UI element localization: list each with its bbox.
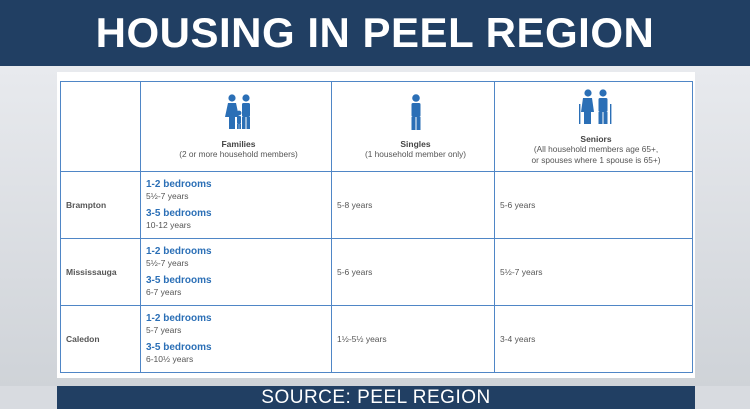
source-banner: SOURCE: PEEL REGION [57, 386, 695, 409]
singles-cell: 5-6 years [331, 238, 495, 306]
table-row: Brampton 1-2 bedrooms 5½-7 years 3-5 bed… [60, 171, 693, 239]
families-cell: 1-2 bedrooms 5½-7 years 3-5 bedrooms 6-7… [140, 238, 332, 306]
seniors-subtitle-line2: or spouses where 1 spouse is 65+) [531, 154, 661, 165]
bedroom-label: 3-5 bedrooms [146, 208, 212, 219]
seniors-cell: 5-6 years [494, 171, 693, 239]
singles-title: Singles [400, 139, 431, 149]
families-title: Families [221, 139, 256, 149]
wait-years: 5½-7 years [146, 191, 189, 201]
singles-cell: 5-8 years [331, 171, 495, 239]
source-label: SOURCE: PEEL REGION [261, 386, 491, 408]
city-label: Caledon [60, 305, 141, 373]
singles-subtitle: (1 household member only) [365, 149, 466, 159]
bedroom-label: 3-5 bedrooms [146, 275, 212, 286]
seniors-subtitle-line1: (All household members age 65+, [533, 143, 659, 154]
header-row: Families (2 or more household members) S… [60, 81, 693, 172]
bedroom-label: 1-2 bedrooms [146, 246, 212, 257]
corner-cell [60, 81, 141, 172]
city-label: Brampton [60, 171, 141, 239]
wait-years: 6-10½ years [146, 354, 194, 364]
bedroom-label: 1-2 bedrooms [146, 179, 212, 190]
singles-cell: 1½-5½ years [331, 305, 495, 373]
bedroom-label: 1-2 bedrooms [146, 313, 212, 324]
families-cell: 1-2 bedrooms 5-7 years 3-5 bedrooms 6-10… [140, 305, 332, 373]
city-label: Mississauga [60, 238, 141, 306]
page-title: HOUSING IN PEEL REGION [95, 9, 655, 56]
seniors-header: Seniors (All household members age 65+, … [494, 81, 693, 172]
families-cell: 1-2 bedrooms 5½-7 years 3-5 bedrooms 10-… [140, 171, 332, 239]
seniors-title: Seniors [580, 133, 612, 144]
bedroom-label: 3-5 bedrooms [146, 342, 212, 353]
wait-years: 5-7 years [146, 325, 182, 335]
seniors-cell: 3-4 years [494, 305, 693, 373]
table-row: Caledon 1-2 bedrooms 5-7 years 3-5 bedro… [60, 305, 693, 373]
title-banner: HOUSING IN PEEL REGION [0, 0, 750, 66]
singles-header: Singles (1 household member only) [331, 81, 495, 172]
families-header: Families (2 or more household members) [140, 81, 332, 172]
table-row: Mississauga 1-2 bedrooms 5½-7 years 3-5 … [60, 238, 693, 306]
family-icon [146, 93, 331, 133]
wait-years: 10-12 years [146, 220, 191, 230]
person-icon [337, 93, 494, 133]
families-subtitle: (2 or more household members) [179, 149, 298, 159]
wait-years: 5½-7 years [146, 258, 189, 268]
seniors-cell: 5½-7 years [494, 238, 693, 306]
housing-table-card: Families (2 or more household members) S… [57, 72, 695, 378]
seniors-icon [500, 88, 692, 128]
housing-table: Families (2 or more household members) S… [60, 81, 693, 373]
wait-years: 6-7 years [146, 287, 182, 297]
